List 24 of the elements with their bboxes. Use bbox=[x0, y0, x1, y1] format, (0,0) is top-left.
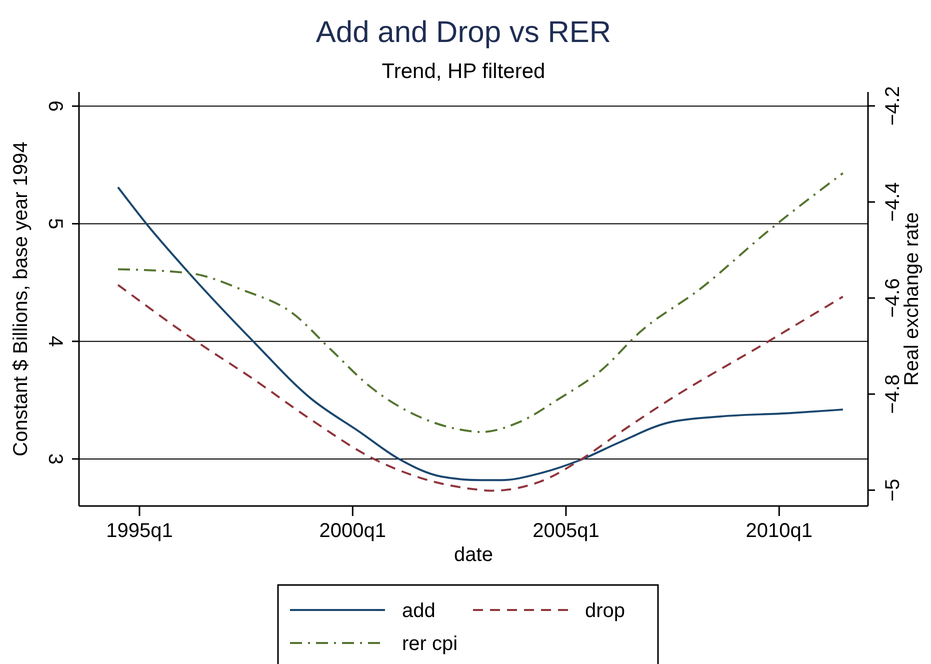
y-tick-label: 5 bbox=[44, 218, 66, 230]
legend-label: add bbox=[402, 600, 436, 622]
line-series bbox=[116, 284, 844, 492]
y2-tick-label: −4.6 bbox=[882, 278, 904, 318]
y-tick-label: 3 bbox=[44, 453, 66, 465]
y2-axis-title: Real exchange rate bbox=[901, 212, 923, 386]
chart-subtitle: Trend, HP filtered bbox=[382, 60, 546, 83]
x-tick-label: 2000q1 bbox=[319, 520, 386, 542]
y2-tick-label: −4.4 bbox=[882, 182, 904, 222]
y2-tick-label: −4.8 bbox=[882, 374, 904, 414]
y2-tick-label: −5 bbox=[882, 478, 904, 502]
y-tick-label: 6 bbox=[44, 100, 66, 112]
x-axis-title: date bbox=[454, 544, 493, 566]
line-series bbox=[116, 186, 844, 482]
line-series bbox=[116, 172, 844, 434]
y2-tick-label: −4.2 bbox=[882, 86, 904, 126]
chart-title: Add and Drop vs RER bbox=[316, 16, 612, 49]
y-tick-label: 4 bbox=[44, 336, 66, 347]
x-tick-label: 2010q1 bbox=[746, 520, 813, 542]
x-tick-label: 2005q1 bbox=[532, 520, 600, 542]
x-tick-label: 1995q1 bbox=[106, 520, 173, 542]
legend-label: drop bbox=[585, 600, 626, 622]
legend-label: rer cpi bbox=[402, 633, 458, 655]
y-axis-title: Constant $ Billions, base year 1994 bbox=[10, 142, 32, 456]
